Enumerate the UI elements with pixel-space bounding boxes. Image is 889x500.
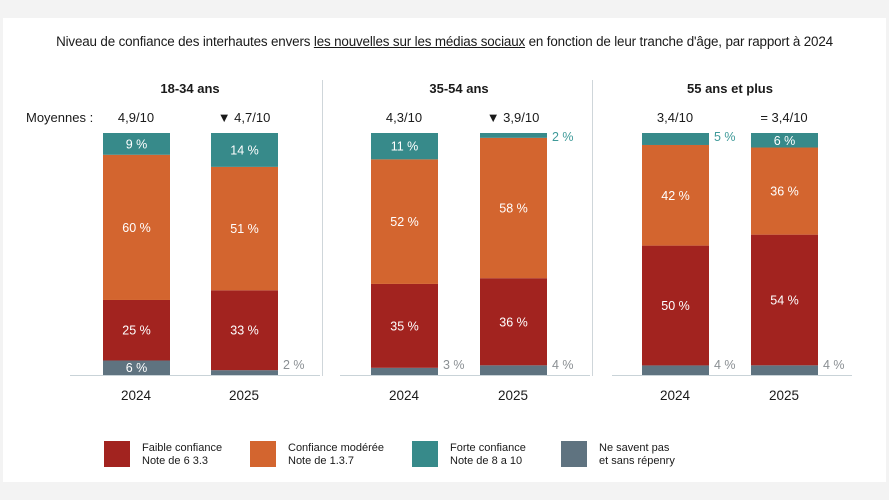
bar-segment-forte xyxy=(371,133,438,160)
bar-segment-forte xyxy=(103,133,170,155)
x-tick-label: 2025 xyxy=(228,388,260,403)
legend-swatch-nsp xyxy=(561,441,587,467)
legend-sublabel: Note de 6 3.3 xyxy=(142,455,209,467)
average-35-54-2025: ▼ 3,9/10 xyxy=(486,110,540,125)
average-55-plus-2024: 3,4/10 xyxy=(656,110,694,125)
group-label-35-54: 35-54 ans xyxy=(429,81,489,96)
data-label-moderee: 42 % xyxy=(661,189,690,203)
bar-segment-moderee xyxy=(751,147,818,235)
average-55-plus-2025: = 3,4/10 xyxy=(760,110,808,125)
data-label-nsp: 4 % xyxy=(823,358,845,372)
bar-segment-faible xyxy=(480,278,547,366)
bar-segment-faible xyxy=(751,234,818,366)
data-label-nsp: 6 % xyxy=(126,361,148,375)
data-label-moderee: 52 % xyxy=(390,215,419,229)
data-label-moderee: 58 % xyxy=(499,202,528,216)
legend-label: Ne savent pas xyxy=(599,442,670,454)
title-part-2: en fonction de leur tranche d'âge, par r… xyxy=(525,34,833,49)
bar-segment-faible xyxy=(371,283,438,368)
bar-segment-nsp xyxy=(211,370,278,375)
data-label-moderee: 36 % xyxy=(770,185,799,199)
x-tick-label: 2024 xyxy=(120,388,152,403)
legend-label: Forte confiance xyxy=(450,442,526,454)
chart-title: Niveau de confiance des interhautes enve… xyxy=(0,34,889,49)
data-label-nsp: 2 % xyxy=(283,358,305,372)
x-tick-label: 2025 xyxy=(768,388,800,403)
baseline xyxy=(340,375,590,376)
bar-segment-nsp xyxy=(480,365,547,375)
title-underlined: les nouvelles sur les médias sociaux xyxy=(313,34,526,49)
average-18-34-2024: 4,9/10 xyxy=(117,110,155,125)
bar-segment-forte xyxy=(642,133,709,145)
legend-sublabel: et sans répenry xyxy=(599,455,675,467)
x-tick-label: 2024 xyxy=(659,388,691,403)
averages-prefix: Moyennes : xyxy=(26,110,94,125)
data-label-faible: 35 % xyxy=(390,319,419,333)
average-18-34-2025: ▼ 4,7/10 xyxy=(217,110,271,125)
data-label-moderee: 51 % xyxy=(230,222,259,236)
data-label-forte: 6 % xyxy=(774,134,796,148)
data-label-faible: 50 % xyxy=(661,299,690,313)
legend-sublabel: Note de 1.3.7 xyxy=(288,455,355,467)
data-label-moderee: 60 % xyxy=(122,221,151,235)
data-label-forte: 9 % xyxy=(126,137,148,151)
bar-segment-faible xyxy=(211,290,278,371)
bar-segment-nsp xyxy=(642,365,709,375)
data-label-nsp: 3 % xyxy=(443,358,465,372)
bar-segment-moderee xyxy=(642,144,709,246)
legend-label: Faible confiance xyxy=(142,442,223,454)
group-separator xyxy=(592,80,593,376)
bar-segment-moderee xyxy=(103,154,170,300)
x-tick-label: 2025 xyxy=(497,388,529,403)
data-label-forte: 14 % xyxy=(230,143,259,157)
bar-segment-forte xyxy=(480,133,547,138)
bar-segment-nsp xyxy=(103,360,170,375)
data-label-forte: 5 % xyxy=(714,130,736,144)
bar-segment-forte xyxy=(211,133,278,167)
legend-swatch-faible xyxy=(104,441,130,467)
legend-label: Confiance modérée xyxy=(288,442,385,454)
baseline xyxy=(612,375,852,376)
group-label-55-plus: 55 ans et plus xyxy=(687,81,773,96)
baseline xyxy=(70,375,320,376)
average-35-54-2024: 4,3/10 xyxy=(385,110,423,125)
data-label-forte: 2 % xyxy=(552,130,574,144)
bar-segment-nsp xyxy=(751,365,818,375)
data-label-faible: 54 % xyxy=(770,293,799,307)
x-tick-label: 2024 xyxy=(388,388,420,403)
legend-swatch-forte xyxy=(412,441,438,467)
data-label-faible: 36 % xyxy=(499,315,528,329)
group-label-18-34: 18-34 ans xyxy=(160,81,220,96)
bar-segment-faible xyxy=(103,299,170,361)
data-label-nsp: 4 % xyxy=(552,358,574,372)
bar-segment-nsp xyxy=(371,367,438,375)
bar-segment-moderee xyxy=(371,159,438,284)
title-part-1: Niveau de confiance des interhautes enve… xyxy=(56,34,314,49)
group-separator xyxy=(322,80,323,376)
data-label-nsp: 4 % xyxy=(714,358,736,372)
data-label-forte: 11 % xyxy=(391,140,419,154)
bar-segment-faible xyxy=(642,245,709,366)
data-label-faible: 25 % xyxy=(122,324,151,338)
legend-swatch-moderee xyxy=(250,441,276,467)
data-label-faible: 33 % xyxy=(230,324,259,338)
bar-segment-forte xyxy=(751,133,818,148)
legend-sublabel: Note de 8 a 10 xyxy=(450,455,523,467)
bar-segment-moderee xyxy=(211,166,278,291)
bar-segment-moderee xyxy=(480,137,547,279)
